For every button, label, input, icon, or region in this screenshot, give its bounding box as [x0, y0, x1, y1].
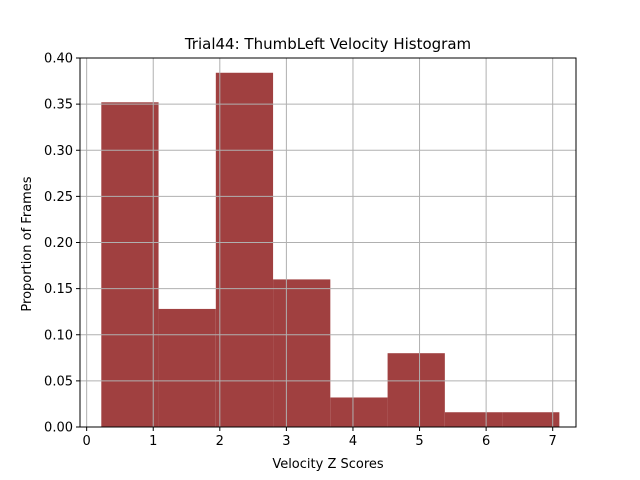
x-tick-label-5: 5 — [415, 434, 423, 449]
y-tick-label-7: 0.35 — [44, 98, 73, 113]
histogram-bars — [101, 72, 560, 427]
y-axis-label: Proportion of Frames — [20, 176, 35, 311]
x-tick-label-4: 4 — [349, 434, 357, 449]
histogram-bar-2 — [215, 72, 274, 427]
histogram-bar-1 — [158, 308, 216, 427]
y-tick-label-3: 0.15 — [44, 282, 73, 297]
x-tick-label-6: 6 — [482, 434, 490, 449]
chart-title: Trial44: ThumbLeft Velocity Histogram — [184, 35, 471, 53]
histogram-bar-5 — [387, 353, 445, 427]
x-tick-label-3: 3 — [282, 434, 290, 449]
y-tick-label-5: 0.25 — [44, 190, 73, 205]
x-tick-label-2: 2 — [216, 434, 224, 449]
histogram-bar-3 — [273, 279, 331, 427]
axis-ticks: 0 1 2 3 4 5 6 7 0.00 0.05 0.10 0.15 0.20 0.25 0.30 0.35… — [44, 52, 557, 450]
histogram-bar-4 — [330, 397, 388, 427]
y-tick-label-2: 0.10 — [44, 328, 73, 343]
histogram-bar-0 — [101, 102, 159, 427]
histogram-bar-7 — [502, 412, 560, 427]
x-axis-label: Velocity Z Scores — [272, 457, 384, 472]
x-tick-label-0: 0 — [83, 434, 91, 449]
y-tick-label-0: 0.00 — [44, 421, 73, 436]
histogram-bar-6 — [444, 412, 503, 427]
y-tick-label-8: 0.40 — [44, 52, 73, 67]
x-tick-label-1: 1 — [149, 434, 157, 449]
y-tick-label-6: 0.30 — [44, 144, 73, 159]
y-tick-label-4: 0.20 — [44, 236, 73, 251]
x-tick-label-7: 7 — [549, 434, 557, 449]
y-tick-label-1: 0.05 — [44, 374, 73, 389]
